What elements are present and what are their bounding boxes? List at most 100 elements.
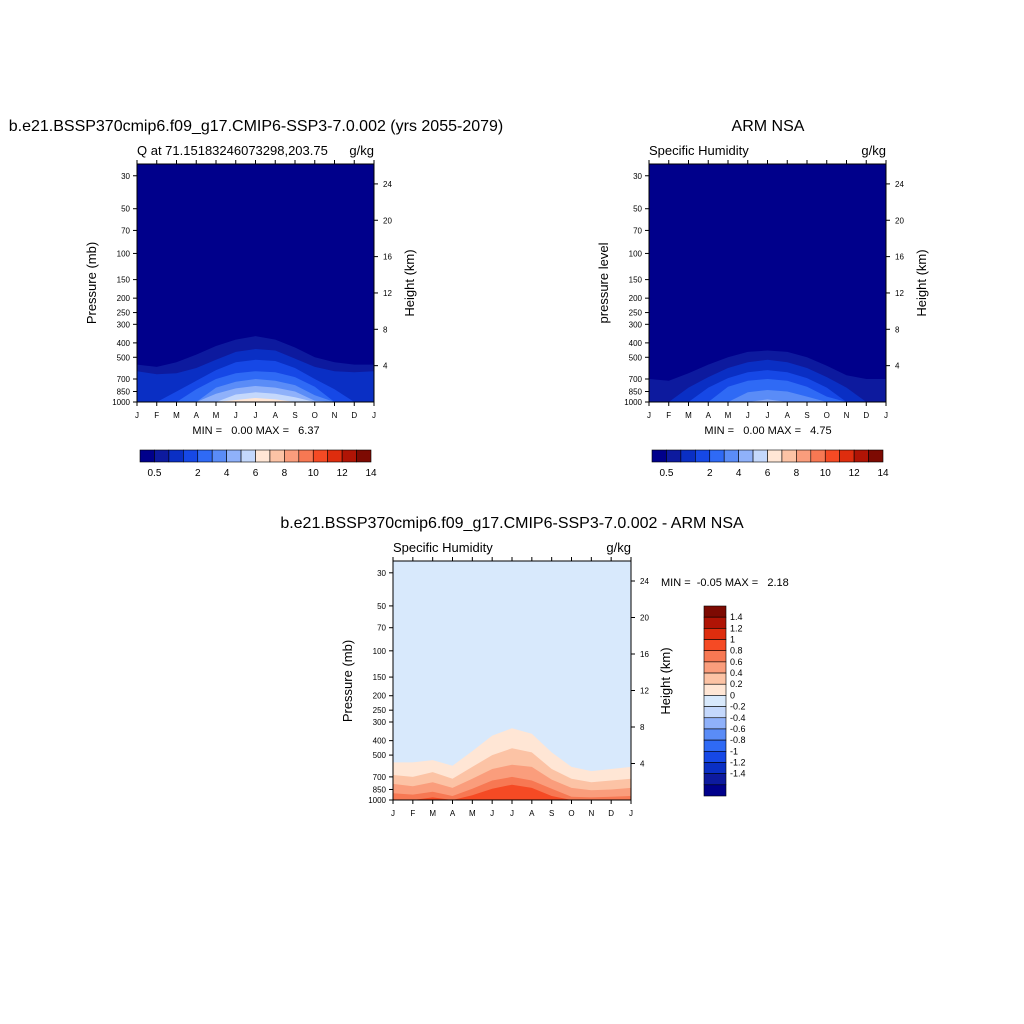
colorbar-box (709, 449, 725, 463)
y-tick-label: 150 (629, 276, 643, 285)
y-tick-label: 400 (117, 339, 131, 348)
y-tick-label: 250 (629, 309, 643, 318)
x-tick-label: J (629, 809, 633, 818)
x-tick-label: J (234, 411, 238, 420)
colorbar-box (703, 728, 727, 741)
y2-tick-label: 24 (640, 577, 649, 586)
x-tick-label: A (785, 411, 791, 420)
x-tick-label: S (549, 809, 554, 818)
x-tick-label: N (844, 411, 850, 420)
colorbar-box (839, 449, 855, 463)
y-tick-label: 400 (373, 737, 387, 746)
colorbar-box (703, 661, 727, 674)
x-tick-label: J (510, 809, 514, 818)
left-subtitle: Specific Humidity (393, 540, 493, 555)
y-tick-label: 70 (121, 226, 130, 235)
colorbar-label: 10 (820, 468, 832, 479)
colorbar-box (651, 449, 667, 463)
colorbar-label: 0.6 (730, 657, 743, 667)
colorbar-label: -0.2 (730, 702, 746, 712)
y-tick-label: 1000 (368, 796, 386, 805)
x-tick-label: F (410, 809, 415, 818)
x-tick-label: J (372, 411, 376, 420)
colorbar-box (796, 449, 812, 463)
colorbar-box (695, 449, 711, 463)
colorbar-label: 1 (730, 635, 735, 645)
contour-band-4 (649, 399, 886, 402)
min-max-stats: MIN = 0.00 MAX = 6.37 (192, 425, 319, 437)
x-tick-label: J (746, 411, 750, 420)
colorbar-label: 8 (282, 468, 288, 479)
x-tick-label: D (608, 809, 614, 818)
y-tick-label: 250 (373, 706, 387, 715)
panel-title: b.e21.BSSP370cmip6.f09_g17.CMIP6-SSP3-7.… (9, 118, 504, 135)
colorbar-box (226, 449, 242, 463)
colorbar-label: 8 (794, 468, 800, 479)
y-tick-label: 1000 (624, 398, 642, 407)
y2-tick-label: 20 (895, 216, 904, 225)
colorbar-box (197, 449, 213, 463)
colorbar-label: 0.4 (730, 668, 743, 678)
x-tick-label: J (884, 411, 888, 420)
x-tick-label: S (804, 411, 809, 420)
colorbar-box (703, 773, 727, 786)
colorbar-label: 6 (253, 468, 259, 479)
colorbar-box (327, 449, 343, 463)
colorbar: 0.5 2 4 6 8 10 12 14 (139, 449, 377, 479)
colorbar-box (240, 449, 256, 463)
colorbar-label: 1.4 (730, 612, 743, 622)
y2-tick-label: 8 (383, 325, 388, 334)
y2-axis-label: Height (km) (658, 647, 673, 714)
y-tick-label: 500 (117, 353, 131, 362)
colorbar-label: 10 (308, 468, 320, 479)
y-tick-label: 200 (117, 294, 131, 303)
y-tick-label: 30 (121, 172, 130, 181)
x-tick-label: S (292, 411, 297, 420)
colorbar-box (781, 449, 797, 463)
colorbar-box (868, 449, 884, 463)
colorbar-box (723, 449, 739, 463)
y-tick-label: 70 (633, 226, 642, 235)
y-tick-label: 400 (629, 339, 643, 348)
colorbar-box (680, 449, 696, 463)
colorbar-label: 12 (337, 468, 349, 479)
x-tick-label: A (450, 809, 456, 818)
y2-tick-label: 4 (895, 362, 900, 371)
colorbar-box (341, 449, 357, 463)
colorbar-label: 0.5 (147, 468, 161, 479)
colorbar: 0.5 2 4 6 8 10 12 14 (651, 449, 889, 479)
x-tick-label: A (706, 411, 712, 420)
x-tick-label: J (490, 809, 494, 818)
colorbar-label: 6 (765, 468, 771, 479)
y2-tick-label: 12 (640, 686, 649, 695)
colorbar-label: -1.4 (730, 769, 746, 779)
y-tick-label: 700 (117, 375, 131, 384)
colorbar-box (666, 449, 682, 463)
colorbar-box (703, 717, 727, 730)
y2-tick-label: 16 (895, 253, 904, 262)
colorbar-box (703, 683, 727, 696)
colorbar-box (752, 449, 768, 463)
colorbar-box (255, 449, 271, 463)
colorbar-label: 4 (224, 468, 230, 479)
colorbar-label: 0.2 (730, 679, 743, 689)
min-max-stats: MIN = 0.00 MAX = 4.75 (704, 425, 831, 437)
colorbar-box (703, 639, 727, 652)
colorbar-label: 1.2 (730, 623, 743, 633)
x-tick-label: M (173, 411, 180, 420)
y2-tick-label: 20 (383, 216, 392, 225)
y-tick-label: 850 (117, 388, 131, 397)
y-axis-label: pressure level (596, 242, 611, 323)
y-tick-label: 200 (373, 692, 387, 701)
y-tick-label: 850 (373, 785, 387, 794)
y-tick-label: 300 (117, 320, 131, 329)
colorbar-box (269, 449, 285, 463)
y2-tick-label: 20 (640, 613, 649, 622)
x-tick-label: M (725, 411, 732, 420)
y-tick-label: 200 (629, 294, 643, 303)
y-tick-label: 500 (373, 751, 387, 760)
y2-tick-label: 24 (895, 180, 904, 189)
colorbar-label: 2 (195, 468, 201, 479)
x-tick-label: N (332, 411, 338, 420)
